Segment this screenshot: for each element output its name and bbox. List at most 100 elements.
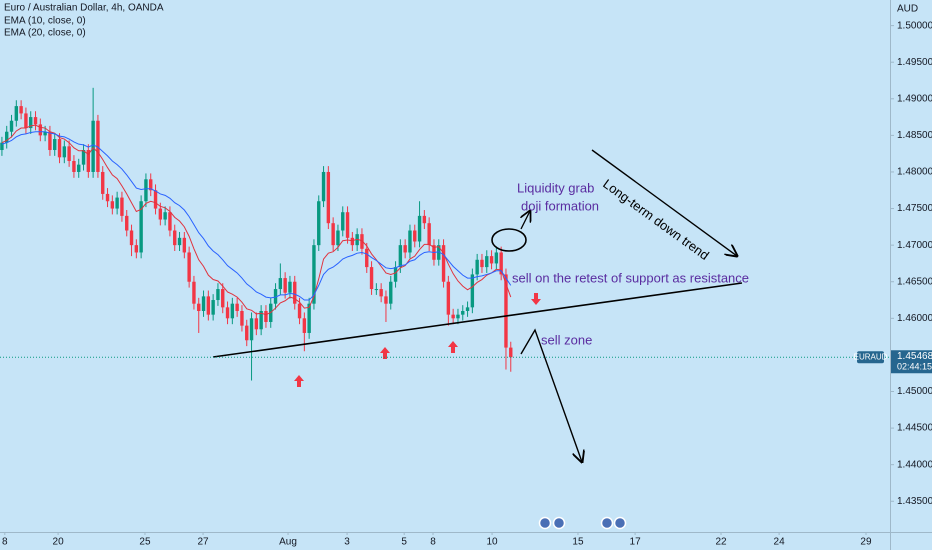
- annotation: sell on the retest of support as resista…: [512, 270, 749, 285]
- chart-title: Euro / Australian Dollar, 4h, OANDA: [4, 3, 164, 14]
- up-arrow: [294, 375, 304, 387]
- x-tick-label: 8: [430, 537, 436, 548]
- candle-body: [144, 179, 148, 202]
- candle-body: [0, 142, 4, 151]
- y-tick-label: 1.43500: [897, 496, 932, 507]
- candle-body: [48, 131, 52, 151]
- x-tick-label: 22: [715, 537, 727, 548]
- candle-body: [249, 318, 254, 341]
- y-tick-label: 1.47500: [897, 203, 932, 214]
- candle-body: [413, 230, 417, 242]
- x-tick-label: 17: [630, 537, 642, 548]
- price-tag: [891, 350, 932, 374]
- candle-body: [307, 303, 311, 333]
- candle-body: [149, 179, 153, 191]
- candle-body: [115, 197, 119, 209]
- candle-body: [369, 267, 374, 290]
- indicator-label: EMA (10, close, 0): [4, 16, 86, 27]
- y-tick-label: 1.50000: [897, 20, 932, 31]
- y-tick-label: 1.48000: [897, 167, 932, 178]
- candle-body: [336, 230, 340, 246]
- candle-body: [221, 289, 225, 308]
- candle-body: [408, 230, 412, 253]
- event-icons: [538, 516, 627, 530]
- candle-body: [398, 245, 403, 268]
- candle-body: [91, 120, 95, 172]
- symbol-label: EURAUD: [854, 352, 888, 361]
- candle-body: [43, 131, 47, 136]
- x-tick-label: 24: [774, 537, 786, 548]
- trend-arrow: [591, 149, 737, 256]
- x-tick-label: 3: [344, 537, 350, 548]
- candle-body: [177, 237, 182, 246]
- candle-body: [153, 190, 158, 209]
- down-arrow: [531, 293, 541, 305]
- symbol-tag: [857, 351, 884, 364]
- candle-body: [105, 193, 110, 202]
- candle-body: [182, 237, 187, 253]
- candle-body: [254, 318, 259, 330]
- x-tick-label: 20: [53, 537, 65, 548]
- candle-body: [374, 289, 379, 291]
- support-line: [212, 282, 743, 358]
- up-arrow: [380, 347, 390, 359]
- candle-body: [245, 325, 249, 341]
- candle-body: [53, 139, 57, 151]
- candle-body: [62, 146, 67, 158]
- candle-body: [201, 296, 206, 312]
- y-tick-label: 1.44000: [897, 459, 932, 470]
- currency-label: AUD: [897, 4, 918, 15]
- candle-body: [360, 234, 364, 249]
- candle-body: [129, 230, 134, 246]
- sell-arrow: [520, 328, 582, 462]
- candle-body: [33, 117, 38, 125]
- candle-body: [485, 256, 489, 268]
- candle-body: [293, 281, 297, 304]
- candle-body: [312, 245, 316, 304]
- y-tick-label: 1.45000: [897, 386, 932, 397]
- x-tick-label: 10: [486, 537, 498, 548]
- y-tick-label: 1.46000: [897, 313, 932, 324]
- candle-body: [120, 197, 124, 216]
- candle-body: [197, 303, 201, 312]
- candle-body: [317, 201, 321, 246]
- x-tick-label: 15: [572, 537, 584, 548]
- candle-body: [341, 212, 345, 231]
- candle-body: [446, 281, 451, 315]
- candle-body: [139, 201, 143, 253]
- candle-body: [403, 245, 407, 253]
- candle-body: [470, 274, 475, 308]
- candle-body: [168, 212, 172, 231]
- candle-body: [461, 311, 465, 315]
- candle-body: [345, 212, 350, 238]
- indicator-label: EMA (20, close, 0): [4, 28, 86, 39]
- y-tick-label: 1.49000: [897, 93, 932, 104]
- candle-body: [417, 215, 422, 242]
- candle-body: [331, 223, 335, 246]
- candle-body: [326, 171, 331, 224]
- candle-body: [206, 296, 211, 315]
- x-tick-label: 25: [139, 537, 151, 548]
- y-tick-label: 1.47000: [897, 240, 932, 251]
- ema-line: [1, 131, 512, 301]
- candle-body: [29, 117, 33, 129]
- x-tick-label: 5: [401, 537, 407, 548]
- doji-ellipse: [491, 228, 527, 252]
- candle-body: [81, 150, 86, 165]
- doji-arrow: [521, 211, 530, 230]
- candle-body: [393, 267, 398, 282]
- candle-body: [384, 296, 388, 304]
- candle-body: [480, 259, 484, 268]
- y-tick-label: 1.44500: [897, 423, 932, 434]
- candle-body: [441, 245, 446, 282]
- candle-body: [321, 171, 326, 202]
- candle-body: [9, 120, 14, 132]
- candle-body: [278, 278, 283, 290]
- candle-body: [365, 248, 369, 268]
- candle-body: [230, 303, 235, 319]
- candle-body: [494, 252, 499, 264]
- candle-body: [379, 289, 383, 297]
- candle-body: [389, 281, 393, 304]
- ema-line: [1, 124, 512, 316]
